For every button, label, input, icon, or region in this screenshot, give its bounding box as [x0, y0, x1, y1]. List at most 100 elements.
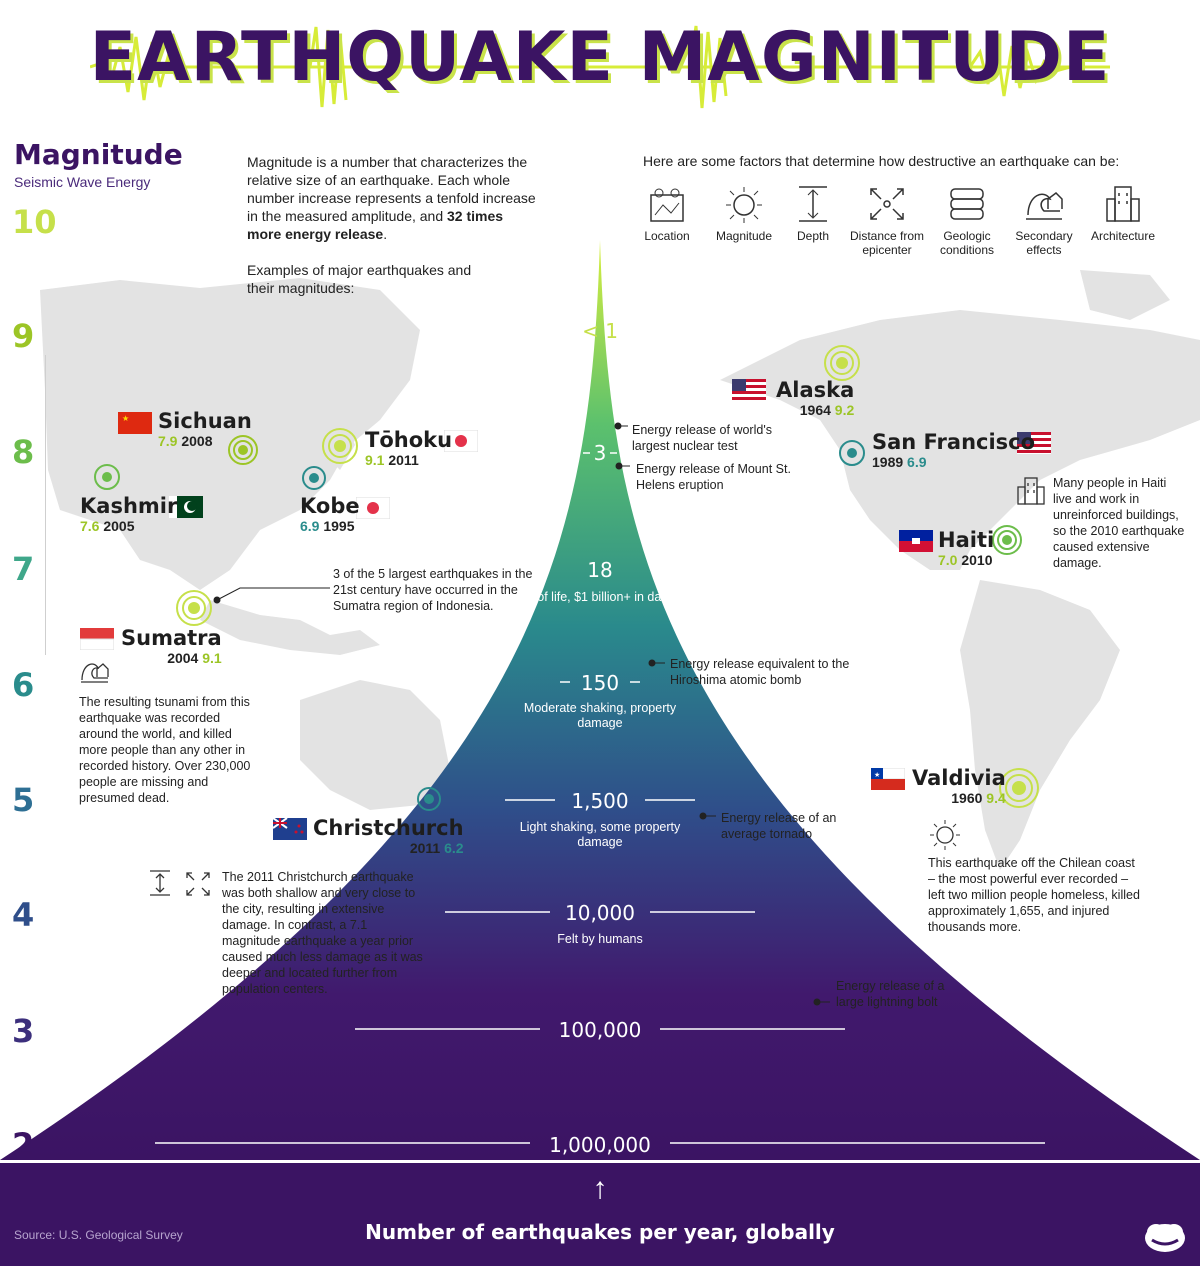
quake-name: Alaska [776, 378, 855, 402]
quake-name: Haiti [938, 528, 995, 552]
scale-heading: Magnitude [14, 138, 183, 171]
intro-end: . [383, 226, 388, 242]
indonesia-flag-icon [80, 628, 114, 650]
explosion-icon [930, 820, 960, 850]
tsunami-wave-icon [81, 663, 109, 683]
quake-magnitude: 7.0 [938, 552, 958, 568]
arrow-up-icon: ↑ [592, 1172, 608, 1205]
new-zealand-flag-icon [273, 818, 307, 840]
count-3: 3 [593, 441, 607, 465]
quake-year: 1995 [323, 518, 355, 534]
san-francisco-epicenter-icon [839, 440, 865, 466]
examples-intro: Examples of major earthquakes and their … [247, 262, 472, 296]
usa-flag-icon [1017, 432, 1051, 454]
kobe-epicenter-icon [302, 466, 326, 490]
factor-architecture: Architecture [1078, 185, 1168, 243]
quake-year: 2011 [409, 840, 441, 856]
svg-text:★: ★ [122, 414, 129, 423]
callout-st-helens: Energy release of Mount St. Helens erupt… [636, 462, 791, 492]
scale-line [45, 355, 46, 655]
quake-name: Sumatra [121, 626, 222, 650]
factor-label: Distance from epicenter [849, 229, 925, 257]
quake-name: San Francisco [872, 430, 1036, 454]
quake-year: 2010 [961, 552, 993, 568]
magnitude-9: 9 [12, 317, 35, 355]
location-icon [650, 188, 684, 222]
logo-icon [1145, 1224, 1185, 1252]
haiti-flag-icon [899, 530, 933, 552]
count-100000: 100,000 [558, 1018, 642, 1042]
magnitude-4: 4 [12, 896, 35, 934]
quake-year: 2005 [103, 518, 135, 534]
magnitude-5: 5 [12, 781, 35, 819]
quake-magnitude: 6.2 [444, 840, 464, 856]
depth-icon [799, 186, 827, 222]
magnitude-6: 6 [12, 666, 35, 704]
alaska-epicenter-icon [824, 345, 860, 381]
intro-text: Magnitude is a number that characterizes… [247, 154, 536, 224]
haiti-label: Haiti 7.0 2010 [938, 528, 994, 568]
quake-year: 2008 [181, 433, 213, 449]
count-150: 150 [580, 671, 620, 695]
count-10000-desc: Felt by humans [557, 932, 643, 946]
magnitude-10: 10 [12, 203, 57, 241]
earthquake-frequency-funnel [0, 240, 1200, 1160]
depth-icon [150, 870, 170, 896]
source-note: Source: U.S. Geological Survey [14, 1228, 183, 1242]
sichuan-label: Sichuan 7.9 2008 [158, 409, 252, 449]
kashmir-epicenter-icon [94, 464, 120, 490]
factor-distance: Distance from epicenter [842, 185, 932, 257]
quake-magnitude: 7.6 [80, 518, 100, 534]
quake-magnitude: 7.9 [158, 433, 178, 449]
quake-magnitude: 6.9 [907, 454, 927, 470]
haiti-epicenter-icon [992, 525, 1022, 555]
magnitude-2: 2 [12, 1126, 35, 1164]
quake-year: 1964 [799, 402, 831, 418]
chile-flag-icon: ★ [871, 768, 905, 790]
quake-name: Christchurch [313, 816, 464, 840]
alaska-label: Alaska 1964 9.2 [776, 378, 854, 418]
count-1500: 1,500 [571, 789, 629, 813]
svg-text:★: ★ [874, 771, 880, 779]
quake-magnitude: 9.2 [834, 402, 855, 418]
quake-name: Kashmir [80, 494, 178, 518]
intro-bold-text: 32 times more energy release [247, 208, 504, 242]
tohoku-label: Tōhoku 9.1 2011 [365, 428, 452, 468]
explosion-icon [726, 187, 762, 223]
factors-heading: Here are some factors that determine how… [643, 153, 1120, 169]
seismic-wave-decoration [90, 25, 1110, 109]
count-10000: 10,000 [565, 901, 635, 925]
quake-year: 2004 [167, 650, 199, 666]
scale-subheading: Seismic Wave Energy [14, 174, 151, 190]
callout-nuclear-test: Energy release of world's largest nuclea… [632, 423, 772, 453]
quake-year: 1989 [872, 454, 904, 470]
factor-label: Architecture [1090, 229, 1156, 243]
magnitude-8: 8 [12, 433, 35, 471]
quake-magnitude: 9.4 [986, 790, 1006, 806]
sumatra-region-note: 3 of the 5 largest earthquakes in the 21… [333, 567, 533, 613]
funnel-axis-label: Number of earthquakes per year, globally [365, 1220, 835, 1244]
magnitude-3: 3 [12, 1012, 35, 1050]
factor-secondary: Secondary effects [999, 185, 1089, 257]
distance-icon [186, 872, 210, 896]
sumatra-epicenter-icon [176, 590, 212, 626]
factor-location: Location [622, 185, 712, 243]
sumatra-label: Sumatra 2004 9.1 [121, 626, 222, 666]
count-150-desc: Moderate shaking, property damage [523, 701, 677, 730]
tsunami-wave-icon [1026, 192, 1063, 220]
quake-name: Tōhoku [365, 428, 453, 452]
pakistan-flag-icon [169, 496, 203, 518]
quake-year: 1960 [951, 790, 983, 806]
factor-label: Depth [796, 229, 830, 243]
factor-label: Magnitude [715, 229, 773, 243]
japan-flag-icon [356, 497, 390, 519]
quake-name: Kobe [300, 494, 360, 518]
callout-tornado: Energy release of an average tornado [721, 811, 837, 841]
callout-lightning: Energy release of a large lightning bolt [836, 979, 945, 1009]
christchurch-label: Christchurch 2011 6.2 [313, 816, 464, 856]
china-flag-icon: ★ [118, 412, 152, 434]
japan-flag-icon [444, 430, 478, 452]
count-1500-desc: Light shaking, some property damage [519, 820, 681, 849]
factor-magnitude: Magnitude [699, 185, 789, 243]
